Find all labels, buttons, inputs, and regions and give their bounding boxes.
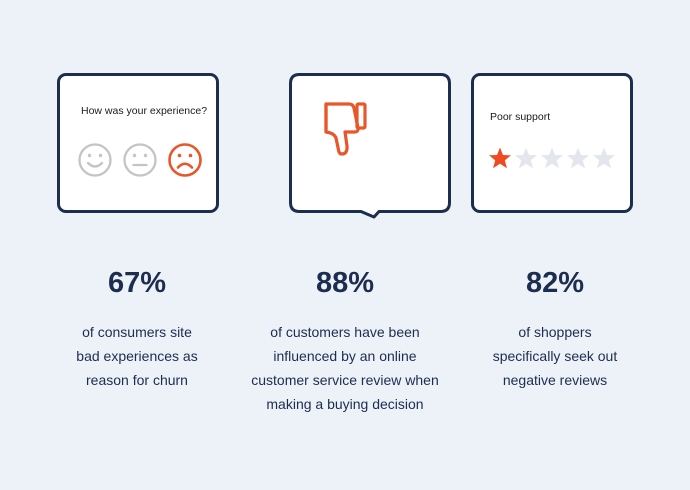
filled-star-icon[interactable] xyxy=(488,143,512,173)
review-influence-stat-description: of customers have been influenced by an … xyxy=(238,320,452,416)
stat-line: reason for churn xyxy=(86,372,188,388)
sad-face-icon[interactable] xyxy=(167,135,203,185)
empty-star-icon[interactable] xyxy=(592,143,616,173)
thumbs-down-icon xyxy=(324,102,367,156)
stat-line: negative reviews xyxy=(502,372,608,388)
stat-line: customer service review when xyxy=(251,372,439,388)
stat-line: specifically seek out xyxy=(492,348,618,364)
stat-line: influenced by an online xyxy=(273,348,417,364)
experience-survey-card: How was your experience? xyxy=(57,73,219,213)
happy-face-icon[interactable] xyxy=(77,135,113,185)
negative-reviews-stat-description: of shoppers specifically seek out negati… xyxy=(470,320,640,392)
stat-line: of consumers site xyxy=(82,324,192,340)
empty-star-icon[interactable] xyxy=(566,143,590,173)
stat-line: of customers have been xyxy=(270,324,420,340)
rating-label: Poor support xyxy=(490,111,551,123)
empty-star-icon[interactable] xyxy=(540,143,564,173)
churn-stat-value: 67% xyxy=(107,267,167,299)
neutral-face-icon[interactable] xyxy=(122,135,158,185)
support-rating-card: Poor support xyxy=(471,73,633,213)
experience-question: How was your experience? xyxy=(81,105,208,117)
stat-line: making a buying decision xyxy=(266,396,424,412)
negative-reviews-stat-value: 82% xyxy=(525,267,585,299)
review-speech-bubble xyxy=(289,73,451,219)
star-rating xyxy=(488,143,618,173)
review-influence-stat-value: 88% xyxy=(315,267,375,299)
face-rating-group xyxy=(77,135,207,185)
churn-stat-description: of consumers site bad experiences as rea… xyxy=(57,320,217,392)
stat-line: of shoppers xyxy=(518,324,592,340)
empty-star-icon[interactable] xyxy=(514,143,538,173)
stat-line: bad experiences as xyxy=(76,348,198,364)
